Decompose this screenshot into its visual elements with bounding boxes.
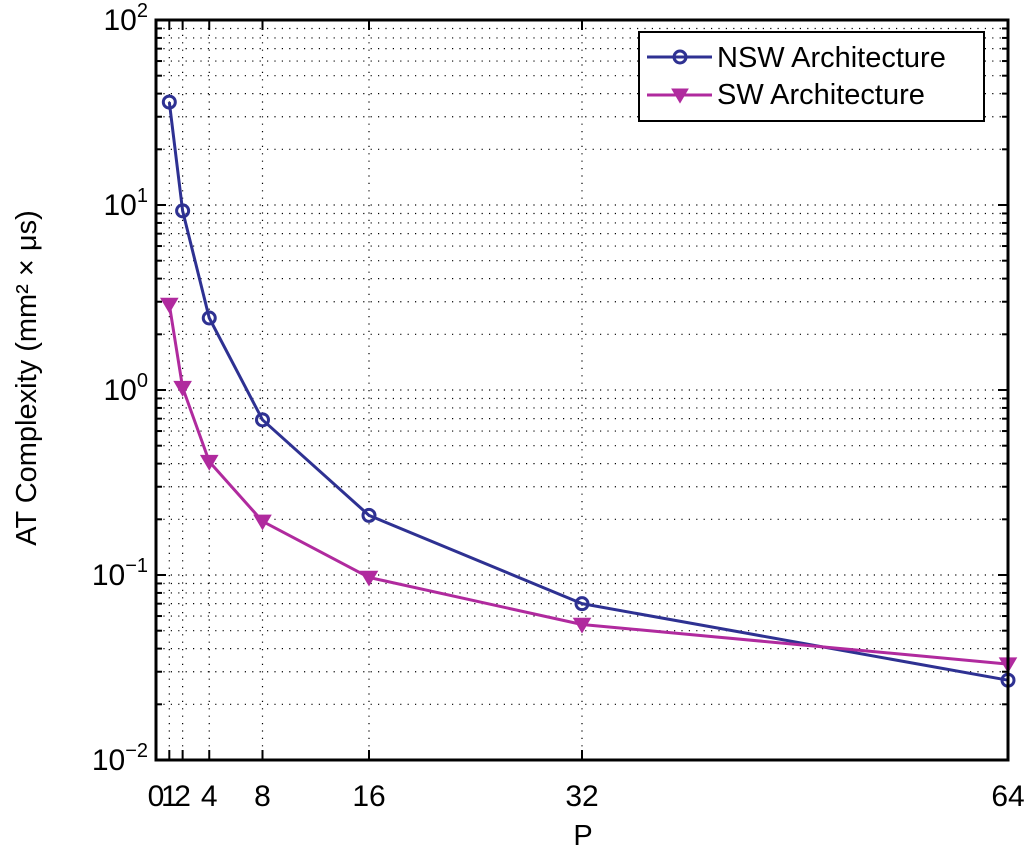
legend: NSW Architecture SW Architecture	[638, 31, 985, 122]
circle-marker-icon	[201, 310, 217, 326]
triangle-down-marker-icon	[572, 617, 592, 634]
legend-label-nsw: NSW Architecture	[717, 42, 946, 74]
legend-triangle-marker-icon	[671, 88, 689, 104]
series-line	[167, 101, 1009, 682]
x-tick-label: 2	[174, 780, 191, 813]
series-sw-architecture	[160, 297, 1018, 674]
x-tick-label: 64	[991, 780, 1024, 813]
axis-ticks	[155, 20, 1009, 761]
y-tick-label: 101	[104, 185, 149, 222]
circle-marker-icon	[361, 507, 377, 523]
y-tick-label: 10−2	[92, 740, 148, 777]
triangle-down-marker-icon	[253, 514, 272, 531]
x-axis-label: P	[573, 820, 592, 852]
x-tick-label: 1	[161, 780, 178, 813]
y-axis-label: AT Complexity (mm² × μs)	[11, 210, 43, 545]
legend-circle-marker-icon	[672, 49, 688, 65]
y-tick-label: 102	[104, 0, 149, 37]
triangle-down-marker-icon	[359, 570, 379, 587]
x-tick-label: 0	[148, 780, 165, 813]
data-series	[160, 94, 1018, 688]
x-tick-label: 32	[565, 780, 598, 813]
circle-marker-icon	[255, 412, 270, 428]
series-nsw-architecture	[161, 94, 1016, 688]
circle-marker-icon	[574, 596, 590, 612]
legend-box	[638, 31, 985, 122]
x-tick-label: 4	[201, 780, 218, 813]
y-tick-label: 10−1	[92, 555, 148, 592]
circle-marker-icon	[161, 94, 177, 110]
triangle-down-marker-icon	[173, 380, 192, 397]
x-tick-label: 16	[352, 780, 385, 813]
series-line	[167, 304, 1009, 666]
x-tick-label: 8	[254, 780, 271, 813]
triangle-down-marker-icon	[160, 297, 179, 314]
y-tick-labels: 10−2 10−1 100 101 102	[92, 0, 148, 777]
legend-label-sw: SW Architecture	[717, 79, 925, 111]
circle-marker-icon	[175, 203, 191, 219]
x-tick-labels: 012 4 8 16 32 64	[148, 780, 1025, 813]
y-tick-label: 100	[104, 370, 149, 407]
triangle-down-marker-icon	[199, 454, 219, 471]
grid-lines	[156, 20, 1008, 760]
